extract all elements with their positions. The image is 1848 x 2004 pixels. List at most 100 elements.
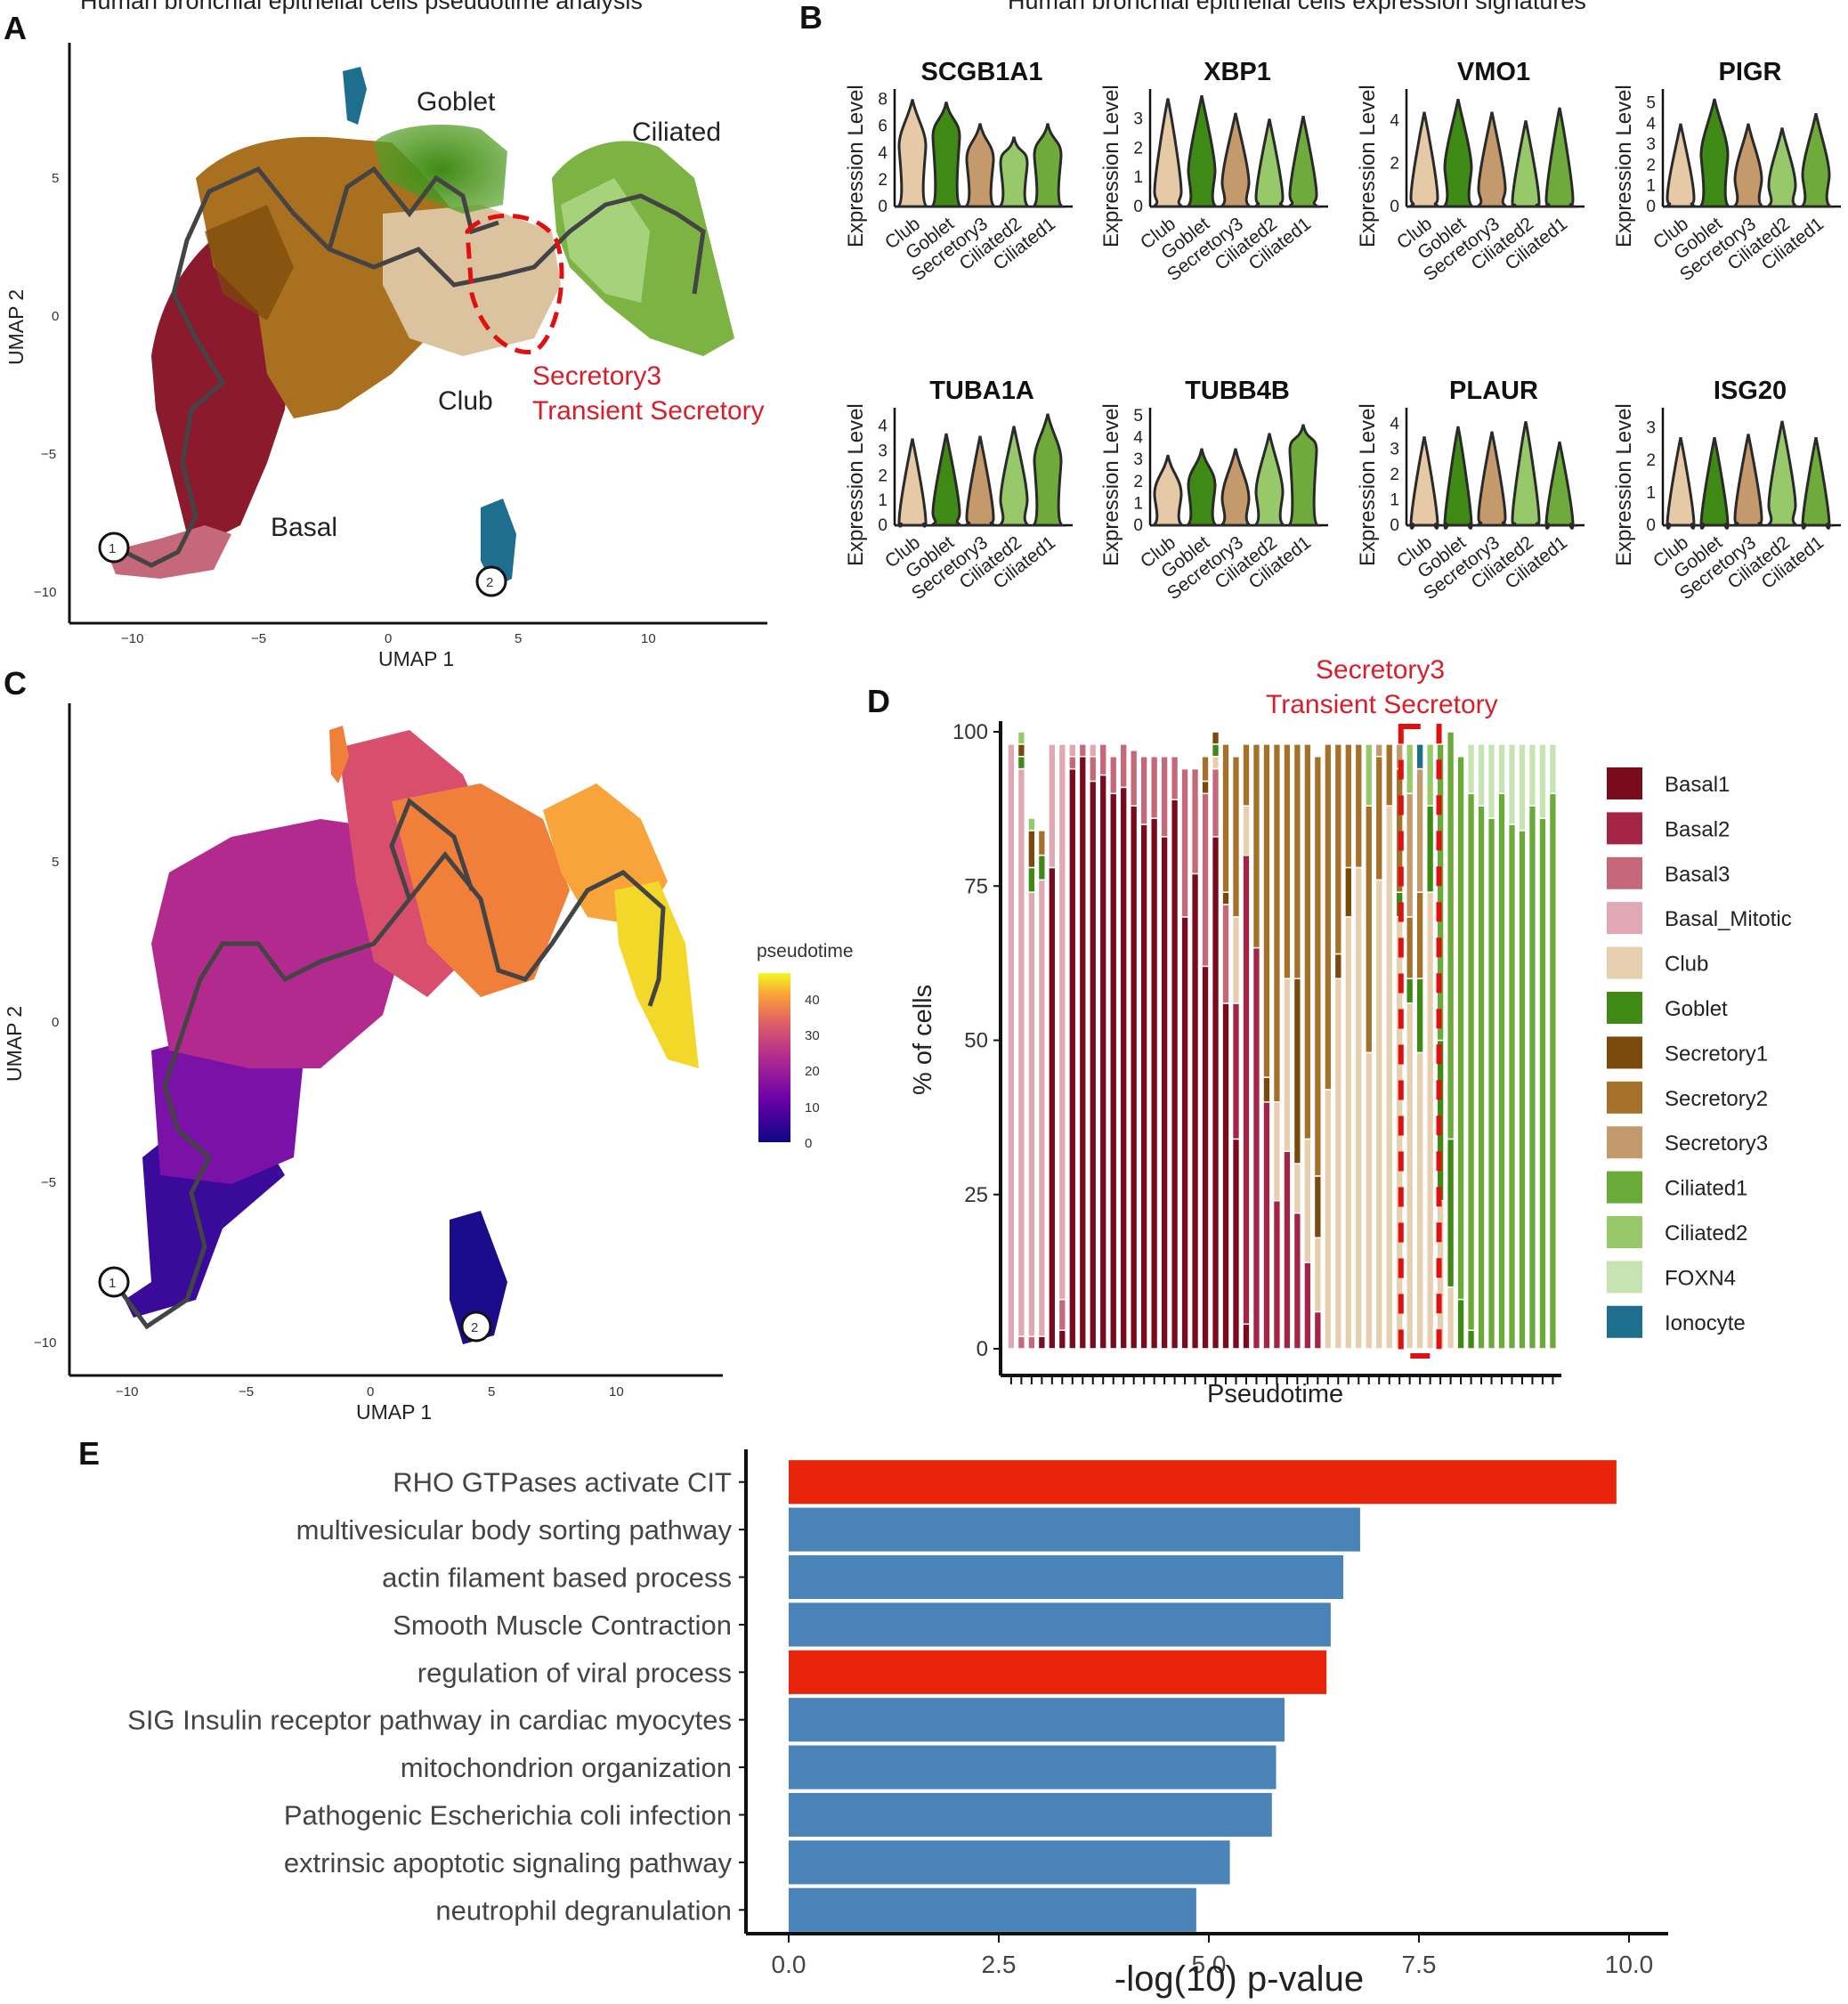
bin-column [1518,743,1527,1350]
panel-a-title: Human bronchial epithelial cells pseudot… [80,0,643,14]
bin-column [1221,743,1230,1350]
violin-tick: 1 [1133,494,1143,513]
gene-title: VMO1 [1457,58,1530,86]
gene-title: TUBA1A [929,377,1034,405]
colorbar-tick: 10 [805,1100,820,1116]
violin-y-label: Expression Level [844,85,868,247]
violin-club [894,438,931,528]
bin-column [1374,743,1383,1350]
bar-segment-ciliated1 [1518,830,1527,1350]
bar-segment-club [1272,1101,1282,1202]
bar-segment-foxn4 [1497,743,1506,795]
violin-y-label: Expression Level [844,403,868,566]
x-tick-c: −10 [116,1384,138,1400]
legend-swatch-secretory1 [1607,1036,1642,1069]
bar-segment-club [1313,1237,1323,1313]
violin-ciliated2 [995,426,1033,527]
category-label-e: Pathogenic Escherichia coli infection [284,1800,732,1831]
violin-goblet [1696,98,1733,208]
bar-segment-ciliated1 [1466,792,1476,1331]
violin-ciliated2 [1507,120,1544,208]
bar-segment-ciliated1 [1456,755,1465,1301]
enrichment-bar [789,1745,1277,1789]
panel-d: D Secretory3 Transient Secretory 0 25 50 75… [867,655,1792,1408]
bar-segment-basal3 [1201,792,1210,968]
bin-column [1385,743,1394,1350]
bin-column [1283,743,1292,1350]
region-cluster-top-c [329,726,349,783]
category-label-e: RHO GTPases activate CIT [393,1467,732,1498]
y-tick-a: −10 [34,585,56,600]
legend-label-ciliated2: Ciliated2 [1665,1221,1747,1245]
category-label-e: regulation of viral process [417,1657,732,1688]
violin-tick: 1 [1390,491,1399,510]
bar-segment-basal3 [1221,904,1230,1004]
bar-segment-basal_mitotic [1017,767,1026,1337]
bar-segment-foxn4 [1477,743,1486,807]
root-2-label-a: 2 [486,575,493,590]
bar-segment-secretory2 [1324,743,1333,1091]
bin-column [1497,743,1506,1350]
bar-segment-basal3 [1109,755,1118,795]
bar-segment-secretory2 [1313,755,1323,1177]
bar-segment-ciliated2 [1017,731,1026,745]
bin-column [1477,743,1486,1350]
violin-goblet [1183,448,1220,527]
bar-segment-secretory2 [1415,891,1424,979]
bin-column [1313,755,1323,1350]
region-max-pseudotime [614,881,699,1068]
bar-segment-secretory2 [1303,743,1312,1140]
enrichment-bar [789,1887,1196,1932]
violin-tick: 3 [878,442,888,461]
bar-segment-goblet [1415,978,1424,1054]
bar-segment-basal1 [1098,774,1107,1350]
bar-segment-secretory2 [1374,755,1383,881]
legend-swatch-ciliated2 [1607,1216,1642,1248]
cluster-label-basal: Basal [271,513,337,542]
violin-y-label: Expression Level [1099,403,1123,566]
y-tick-d: 25 [964,1183,988,1207]
bin-column [1538,743,1547,1350]
region-cluster-bottom-c [450,1211,507,1344]
x-tick-e: 0.0 [772,1951,806,1978]
x-tick-a: 10 [641,631,656,646]
region-high-pseudotime [392,783,570,997]
bar-segment-basal1 [1109,792,1118,1350]
violin-tick: 5 [1646,94,1656,113]
bar-segment-basal2 [1231,1002,1241,1140]
bar-segment-club [1293,1163,1302,1214]
violin-tick: 0 [878,198,888,216]
bar-segment-foxn4 [1548,743,1558,795]
region-mid-pseudotime [151,819,418,1068]
legend-swatch-secretory2 [1607,1081,1642,1114]
bar-segment-secretory2 [1333,743,1342,955]
bar-segment-goblet [1027,866,1036,893]
bar-segment-basal3 [1098,743,1107,776]
panel-e: E RHO GTPases activate CIT multivesicular… [78,1435,1668,1999]
violin-club [1662,123,1699,208]
bar-segment-foxn4 [1518,743,1527,832]
violin-ciliated1 [1029,123,1066,208]
gene-title: SCGB1A1 [921,58,1043,86]
legend-swatch-foxn4 [1607,1261,1642,1294]
x-tick-a: 5 [515,631,522,646]
y-tick-a: 5 [52,171,59,186]
legend-swatch-basal_mitotic [1607,902,1642,935]
bin-column [1456,755,1465,1350]
bin-column [1180,767,1189,1350]
bar-segment-foxn4 [1487,743,1496,819]
x-tick-e: 7.5 [1402,1951,1437,1978]
cluster-label-ciliated: Ciliated [632,118,721,147]
violin-tick: 2 [1390,155,1399,174]
legend-d: Basal1 Basal2 Basal3 Basal_Mitotic Club Goble… [1607,767,1792,1338]
category-label-e: Smooth Muscle Contraction [393,1610,732,1641]
bin-column [1365,743,1374,1350]
bar-segment-ciliated1 [1497,792,1506,1350]
violin-tick: 3 [1646,135,1656,154]
y-tick-d: 50 [964,1029,988,1053]
bin-column [1293,743,1302,1350]
category-label-e: neutrophil degranulation [435,1894,732,1926]
x-tick-a: −10 [121,631,143,646]
violin-ciliated1 [1285,115,1322,208]
